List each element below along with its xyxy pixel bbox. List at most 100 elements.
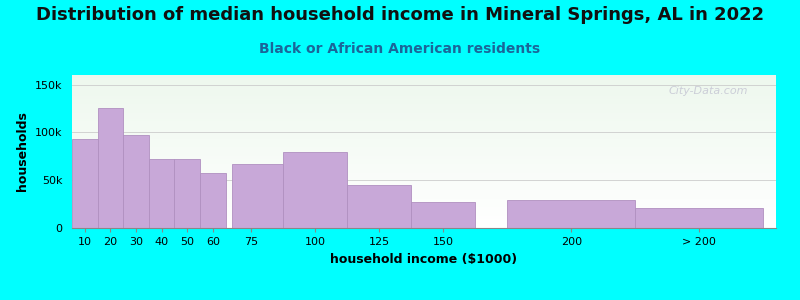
- Bar: [72, 220, 776, 222]
- Bar: [72, 93, 776, 95]
- Bar: [72, 103, 776, 104]
- Bar: [507, 200, 635, 228]
- Bar: [72, 207, 776, 208]
- Bar: [72, 165, 776, 167]
- Bar: [72, 208, 776, 210]
- Bar: [72, 153, 776, 154]
- Bar: [72, 133, 776, 135]
- Bar: [72, 139, 776, 141]
- Bar: [72, 176, 776, 178]
- Bar: [72, 167, 776, 168]
- Bar: [72, 150, 776, 152]
- Bar: [72, 110, 776, 112]
- Bar: [72, 161, 776, 162]
- Bar: [72, 113, 776, 115]
- Bar: [72, 211, 776, 213]
- Bar: [72, 194, 776, 196]
- Bar: [72, 181, 776, 182]
- Bar: [635, 208, 763, 228]
- Bar: [72, 127, 776, 128]
- Bar: [72, 203, 776, 205]
- Bar: [72, 225, 776, 226]
- Bar: [72, 138, 776, 139]
- Bar: [72, 184, 776, 185]
- Bar: [72, 182, 776, 184]
- Bar: [72, 197, 776, 199]
- Bar: [72, 78, 776, 80]
- Bar: [72, 101, 776, 103]
- Bar: [98, 109, 123, 228]
- Bar: [72, 191, 776, 193]
- Bar: [72, 164, 776, 165]
- Text: Distribution of median household income in Mineral Springs, AL in 2022: Distribution of median household income …: [36, 6, 764, 24]
- Bar: [72, 178, 776, 179]
- Bar: [72, 115, 776, 116]
- Bar: [72, 156, 776, 158]
- Bar: [72, 158, 776, 159]
- Bar: [72, 146, 776, 147]
- Bar: [72, 84, 776, 86]
- Bar: [72, 82, 776, 84]
- Text: Black or African American residents: Black or African American residents: [259, 42, 541, 56]
- Bar: [72, 116, 776, 118]
- Bar: [72, 154, 776, 156]
- Bar: [72, 81, 776, 82]
- Bar: [174, 159, 200, 228]
- Bar: [72, 210, 776, 211]
- Bar: [411, 202, 475, 228]
- Bar: [72, 135, 776, 136]
- Bar: [72, 106, 776, 107]
- Bar: [72, 196, 776, 197]
- Bar: [72, 86, 776, 87]
- Bar: [72, 139, 98, 228]
- Bar: [72, 141, 776, 142]
- Bar: [72, 213, 776, 214]
- Bar: [72, 148, 776, 150]
- Bar: [283, 152, 347, 228]
- Bar: [72, 205, 776, 207]
- Bar: [72, 224, 776, 225]
- Y-axis label: households: households: [16, 112, 30, 191]
- Bar: [72, 112, 776, 113]
- Bar: [72, 96, 776, 98]
- Bar: [72, 92, 776, 93]
- Bar: [72, 89, 776, 90]
- Bar: [72, 179, 776, 181]
- Bar: [72, 170, 776, 171]
- Bar: [347, 185, 411, 228]
- Bar: [72, 144, 776, 146]
- Bar: [72, 199, 776, 200]
- Bar: [72, 118, 776, 119]
- Bar: [72, 142, 776, 144]
- Bar: [72, 136, 776, 138]
- Bar: [72, 173, 776, 174]
- Bar: [72, 200, 776, 202]
- X-axis label: household income ($1000): household income ($1000): [330, 253, 518, 266]
- Bar: [72, 132, 776, 133]
- Bar: [72, 190, 776, 191]
- Bar: [72, 119, 776, 121]
- Bar: [72, 222, 776, 224]
- Bar: [200, 173, 226, 228]
- Bar: [72, 185, 776, 187]
- Bar: [72, 174, 776, 176]
- Bar: [72, 219, 776, 220]
- Bar: [72, 80, 776, 81]
- Bar: [72, 130, 776, 132]
- Bar: [72, 104, 776, 106]
- Bar: [72, 125, 776, 127]
- Bar: [72, 159, 776, 161]
- Bar: [72, 76, 776, 78]
- Bar: [72, 122, 776, 124]
- Bar: [72, 188, 776, 190]
- Bar: [72, 147, 776, 148]
- Bar: [72, 193, 776, 194]
- Bar: [72, 214, 776, 216]
- Bar: [72, 87, 776, 89]
- Text: City-Data.com: City-Data.com: [668, 86, 748, 96]
- Bar: [149, 159, 174, 228]
- Bar: [72, 100, 776, 101]
- Bar: [232, 164, 283, 228]
- Bar: [72, 98, 776, 100]
- Bar: [72, 121, 776, 122]
